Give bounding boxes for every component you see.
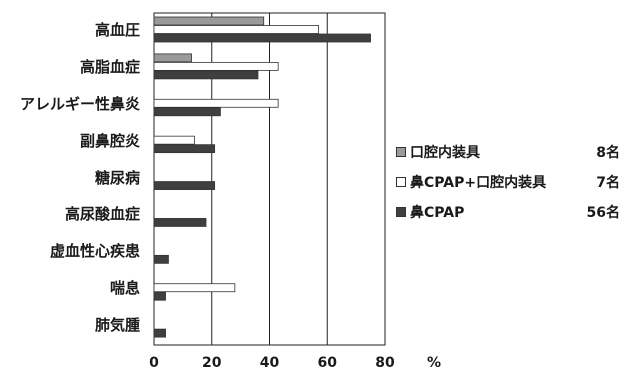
legend-series-name: 鼻CPAP: [410, 205, 465, 221]
bar-nasal-cpap-7: [153, 254, 169, 264]
legend-swatch: [396, 207, 406, 217]
bar-oral-appliance-2: [153, 53, 192, 63]
bar-nasal-cpap-5: [153, 181, 216, 190]
x-tick-label: 80: [375, 355, 395, 371]
category-label: 喘息: [109, 279, 140, 298]
bar-cpap-plus-oral-1: [153, 25, 319, 34]
bar-cpap-plus-oral-2: [153, 61, 279, 71]
category-label: 肺気腫: [94, 316, 140, 335]
category-label: アレルギー性鼻炎: [19, 94, 140, 113]
bar-nasal-cpap-2: [153, 70, 259, 80]
bar-cpap-plus-oral-4: [153, 135, 195, 145]
category-label: 糖尿病: [94, 168, 140, 187]
category-label: 高尿酸血症: [64, 205, 140, 224]
legend-item-cpap-plus-oral: 鼻CPAP+口腔内装具 7名: [396, 172, 624, 194]
bar-nasal-cpap-3: [153, 107, 221, 117]
legend-series-name: 口腔内装具: [410, 145, 480, 161]
x-tick-label: 20: [202, 355, 222, 371]
bar-cpap-plus-oral-8: [153, 283, 236, 293]
x-axis-unit-label: %: [427, 355, 442, 371]
legend-series-count: 7名: [596, 175, 620, 191]
bar-nasal-cpap-6: [153, 218, 207, 227]
category-label: 副鼻腔炎: [79, 131, 140, 150]
legend-swatch: [396, 147, 406, 157]
bar-oral-appliance-1: [153, 16, 265, 26]
bar-nasal-cpap-9: [153, 328, 166, 338]
category-label: 高血圧: [94, 21, 140, 39]
bar-nasal-cpap-8: [153, 291, 166, 301]
category-label: 高脂血症: [79, 57, 140, 76]
bar-nasal-cpap-1: [153, 33, 371, 43]
legend-series-name: 鼻CPAP+口腔内装具: [410, 175, 547, 191]
legend-swatch: [396, 177, 406, 187]
category-label: 虚血性心疾患: [49, 242, 140, 261]
legend-series-count: 8名: [596, 145, 620, 161]
x-tick-label: 60: [317, 355, 337, 371]
x-tick-label: 40: [259, 355, 280, 371]
bar-cpap-plus-oral-3: [153, 98, 279, 108]
bar-nasal-cpap-4: [153, 144, 216, 154]
legend-item-oral-appliance: 口腔内装具 8名: [396, 142, 624, 164]
legend-series-count: 56名: [586, 205, 620, 221]
x-tick-label: 0: [149, 355, 159, 371]
legend-item-nasal-cpap: 鼻CPAP 56名: [396, 202, 624, 224]
